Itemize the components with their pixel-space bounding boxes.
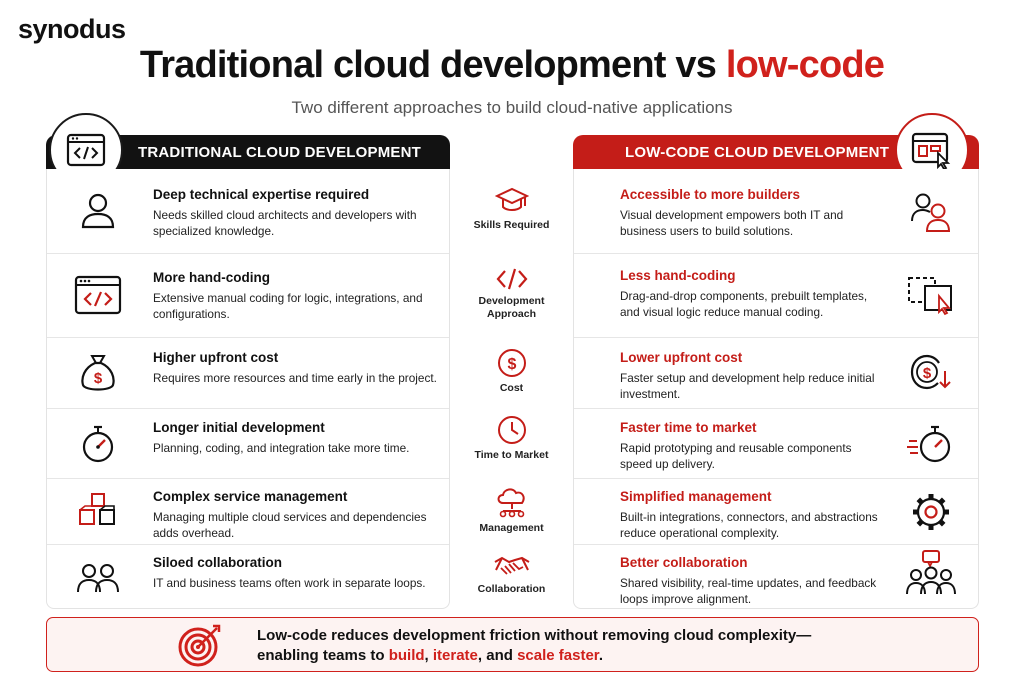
criterion-label: Skills Required bbox=[473, 219, 550, 231]
row-desc: Faster setup and development help reduce… bbox=[620, 371, 875, 401]
brand-logo: synodus bbox=[18, 14, 126, 44]
row-desc: IT and business teams often work in sepa… bbox=[153, 576, 426, 590]
traditional-row-skills: Deep technical expertise required Needs s… bbox=[47, 169, 449, 253]
traditional-row-collaboration: Siloed collaboration IT and business team… bbox=[47, 544, 449, 609]
fast-stopwatch-icon bbox=[904, 417, 958, 471]
footer-line1: Low-code reduces development friction wi… bbox=[257, 627, 812, 644]
criterion-management: Management bbox=[455, 485, 568, 535]
stopwatch-icon bbox=[71, 417, 125, 471]
dollar-coin-icon: $ bbox=[455, 347, 568, 379]
lowcode-panel: Accessible to more builders Visual develo… bbox=[573, 169, 979, 609]
row-desc: Shared visibility, real-time updates, an… bbox=[620, 576, 877, 606]
footer-line2-prefix: enabling teams to bbox=[257, 647, 389, 664]
lowcode-header-label: LOW-CODE CLOUD DEVELOPMENT bbox=[625, 143, 890, 161]
handshake-icon bbox=[455, 554, 568, 580]
row-desc: Extensive manual coding for logic, integ… bbox=[153, 291, 423, 321]
footer-sep2: , and bbox=[477, 647, 518, 664]
criterion-label: Management bbox=[479, 522, 544, 534]
cubes-icon bbox=[71, 485, 125, 539]
row-desc: Needs skilled cloud architects and devel… bbox=[153, 208, 417, 238]
traditional-row-management: Complex service management Managing multi… bbox=[47, 478, 449, 544]
footer-callout: Low-code reduces development friction wi… bbox=[46, 617, 979, 672]
lowcode-row-collaboration: Better collaboration Shared visibility, r… bbox=[574, 544, 978, 609]
two-users-icon bbox=[71, 551, 125, 605]
row-desc: Rapid prototyping and reusable component… bbox=[620, 441, 852, 471]
row-desc: Requires more resources and time early i… bbox=[153, 371, 437, 385]
criterion-cost: $ Cost bbox=[455, 347, 568, 395]
row-desc: Drag-and-drop components, prebuilt templ… bbox=[620, 289, 868, 319]
criterion-label: Development Approach bbox=[478, 295, 545, 320]
row-desc: Managing multiple cloud services and dep… bbox=[153, 510, 427, 540]
row-title: Lower upfront cost bbox=[620, 350, 743, 365]
row-desc: Planning, coding, and integration take m… bbox=[153, 441, 410, 455]
row-title: Deep technical expertise required bbox=[153, 187, 370, 202]
footer-line2: enabling teams to build, iterate, and sc… bbox=[257, 646, 811, 666]
footer-end: . bbox=[598, 647, 603, 664]
page-title: Traditional cloud development vs low-cod… bbox=[0, 44, 1024, 87]
criterion-label: Time to Market bbox=[474, 449, 549, 461]
target-icon bbox=[177, 622, 223, 668]
drag-drop-icon bbox=[904, 268, 958, 322]
footer-sep1: , bbox=[424, 647, 433, 664]
criterion-approach: Development Approach bbox=[455, 266, 568, 321]
criterion-label: Cost bbox=[499, 382, 524, 394]
graduation-cap-icon bbox=[455, 186, 568, 216]
row-title: Complex service management bbox=[153, 489, 348, 504]
lowcode-row-approach: Less hand-coding Drag-and-drop components… bbox=[574, 253, 978, 337]
row-title: Faster time to market bbox=[620, 420, 757, 435]
title-accent: low-code bbox=[725, 44, 885, 86]
lowcode-row-skills: Accessible to more builders Visual develo… bbox=[574, 169, 978, 253]
row-title: Less hand-coding bbox=[620, 268, 736, 283]
criterion-skills: Skills Required bbox=[455, 186, 568, 232]
svg-text:$: $ bbox=[923, 365, 932, 382]
row-desc: Built-in integrations, connectors, and a… bbox=[620, 510, 878, 540]
traditional-header-label: TRADITIONAL CLOUD DEVELOPMENT bbox=[138, 143, 422, 161]
footer-scale: scale faster bbox=[517, 647, 599, 664]
footer-text: Low-code reduces development friction wi… bbox=[257, 626, 811, 666]
traditional-row-approach: More hand-coding Extensive manual coding … bbox=[47, 253, 449, 337]
page-subtitle: Two different approaches to build cloud-… bbox=[291, 98, 733, 117]
cloud-network-icon bbox=[455, 485, 568, 519]
team-chat-icon bbox=[904, 547, 958, 601]
row-title: Longer initial development bbox=[153, 420, 325, 435]
dollar-down-icon: $ bbox=[904, 346, 958, 400]
user-icon bbox=[71, 183, 125, 237]
svg-text:$: $ bbox=[507, 356, 516, 373]
traditional-panel: Deep technical expertise required Needs s… bbox=[46, 169, 450, 609]
traditional-row-cost: $ Higher upfront cost Requires more resou… bbox=[47, 337, 449, 408]
traditional-row-time: Longer initial development Planning, codi… bbox=[47, 408, 449, 478]
row-title: Accessible to more builders bbox=[620, 187, 801, 202]
footer-iterate: iterate bbox=[432, 647, 478, 664]
criterion-time: Time to Market bbox=[455, 414, 568, 462]
money-bag-icon: $ bbox=[71, 346, 125, 400]
criterion-label: Collaboration bbox=[477, 583, 546, 595]
clock-icon bbox=[455, 414, 568, 446]
gear-icon bbox=[904, 485, 958, 539]
row-title: More hand-coding bbox=[153, 270, 270, 285]
row-title: Simplified management bbox=[620, 489, 772, 504]
row-title: Better collaboration bbox=[620, 555, 748, 570]
row-title: Siloed collaboration bbox=[153, 555, 283, 570]
code-brackets-icon bbox=[455, 266, 568, 292]
svg-text:$: $ bbox=[94, 370, 103, 387]
title-main: Traditional cloud development vs bbox=[139, 44, 726, 86]
row-title: Higher upfront cost bbox=[153, 350, 279, 365]
criterion-collaboration: Collaboration bbox=[455, 554, 568, 596]
lowcode-row-management: Simplified management Built-in integratio… bbox=[574, 478, 978, 544]
footer-build: build bbox=[388, 647, 425, 664]
lowcode-row-cost: Lower upfront cost Faster setup and devel… bbox=[574, 337, 978, 408]
code-window-icon bbox=[71, 268, 125, 322]
row-desc: Visual development empowers both IT and … bbox=[620, 208, 844, 238]
lowcode-row-time: Faster time to market Rapid prototyping a… bbox=[574, 408, 978, 478]
users-icon bbox=[904, 185, 958, 239]
